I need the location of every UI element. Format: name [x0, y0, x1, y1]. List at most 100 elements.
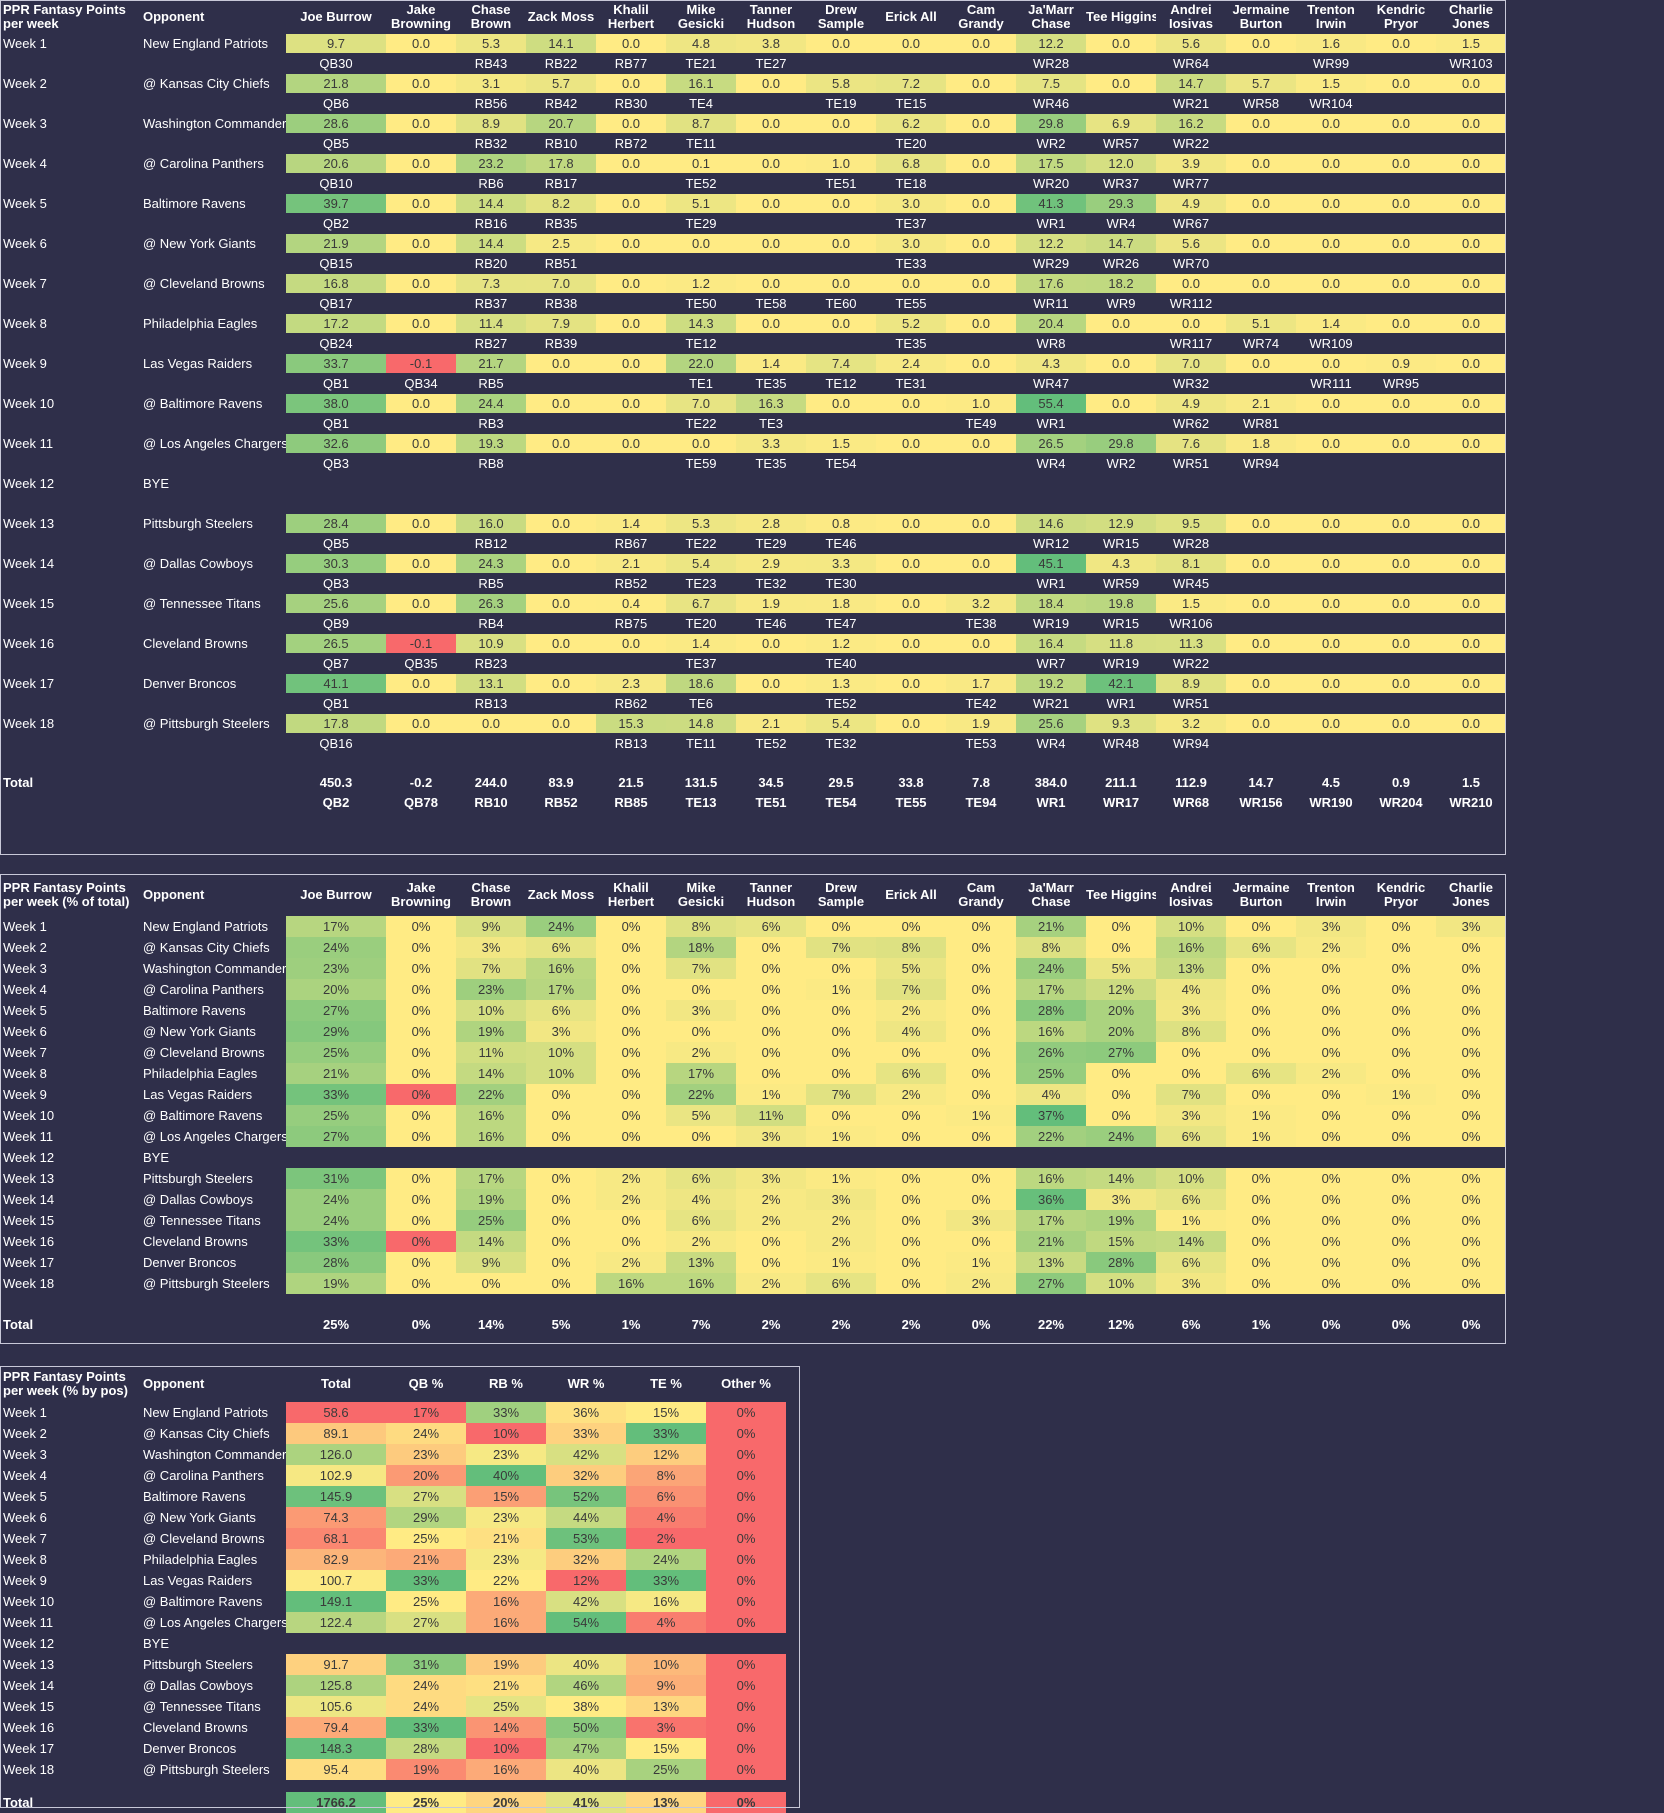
rank-cell — [596, 373, 666, 394]
percent-cell: 0% — [806, 1042, 876, 1063]
rank-cell: WR104 — [1309, 96, 1353, 111]
week-row: Week 6 @ New York Giants 29% 0% 19% 3% 0% 0% 0% 0… — [0, 1021, 1506, 1042]
percent-cell: 0% — [1436, 1126, 1506, 1147]
percent-cell: 20% — [286, 979, 386, 1000]
points-cell: 26.5 — [1016, 434, 1086, 453]
column-header: Jake Browning — [391, 2, 451, 31]
percent-cell: 5% — [1086, 958, 1156, 979]
percent-cell: 17% — [286, 916, 386, 937]
percent-cell: 0% — [1226, 1042, 1296, 1063]
week-label: Week 16 — [3, 1234, 55, 1249]
points-cell: 0.0 — [1436, 634, 1506, 653]
te-percent-cell: 16% — [626, 1591, 706, 1612]
rank-cell: TE11 — [685, 736, 717, 751]
total-rank-cell: WR204 — [1379, 795, 1423, 810]
spacer — [0, 533, 140, 554]
points-cell: 0.0 — [1366, 154, 1436, 173]
rank-cell: RB39 — [544, 336, 578, 351]
rank-cell — [736, 493, 806, 514]
percent-cell: 19% — [456, 1021, 526, 1042]
percent-cell: 11% — [456, 1042, 526, 1063]
total-rank-cell: TE94 — [965, 795, 997, 810]
week-label: Week 1 — [3, 1405, 47, 1420]
percent-cell: 24% — [1016, 958, 1086, 979]
rank-cell — [736, 253, 806, 274]
points-cell: 0.0 — [1366, 634, 1436, 653]
opponent-name: Pittsburgh Steelers — [143, 1657, 253, 1672]
opponent-name: @ Carolina Panthers — [143, 156, 264, 171]
spacer — [140, 333, 286, 354]
opponent-name: @ Carolina Panthers — [143, 1468, 264, 1483]
rank-cell — [386, 533, 456, 554]
points-cell: 0.0 — [1226, 514, 1296, 533]
rank-cell: WR45 — [1172, 576, 1210, 591]
other-percent-cell: 0% — [706, 1549, 786, 1570]
total-cell: 4.5 — [1321, 775, 1341, 790]
points-cell: 0.0 — [1226, 194, 1296, 213]
rank-cell: QB9 — [322, 616, 349, 631]
points-per-week-table: PPR Fantasy Points per week Opponent Joe Bu… — [0, 0, 1506, 812]
week-label: Week 6 — [3, 236, 47, 251]
percent-cell: 0% — [876, 1210, 946, 1231]
rank-cell: WR77 — [1172, 176, 1210, 191]
opponent-name: @ Tennessee Titans — [143, 1213, 261, 1228]
points-cell: 0.0 — [1086, 354, 1156, 373]
title-line-2: per week — [3, 16, 59, 31]
percent-cell: 0% — [1226, 1000, 1296, 1021]
rank-cell — [1436, 173, 1506, 194]
total-cell: 5% — [551, 1317, 571, 1332]
points-cell: 0.0 — [666, 434, 736, 453]
rank-cell — [946, 493, 1016, 514]
rank-cell — [946, 53, 1016, 74]
week-label: Week 18 — [3, 1762, 55, 1777]
rank-cell — [596, 653, 666, 674]
opponent-name: @ Tennessee Titans — [143, 1699, 261, 1714]
percent-cell: 0% — [806, 916, 876, 937]
rank-cell: WR22 — [1172, 136, 1210, 151]
rank-cell — [946, 173, 1016, 194]
points-cell: 2.5 — [526, 234, 596, 253]
points-cell: 3.9 — [1156, 154, 1226, 173]
empty-cell — [666, 474, 736, 493]
rank-cell: QB1 — [322, 376, 349, 391]
points-cell: 5.6 — [1156, 34, 1226, 53]
percent-cell: 0% — [1296, 1021, 1366, 1042]
empty-cell — [286, 1147, 386, 1168]
rank-cell: RB75 — [614, 616, 648, 631]
rank-cell — [1296, 693, 1366, 714]
points-cell: 5.6 — [1156, 234, 1226, 253]
column-header: Khalil Herbert — [607, 880, 655, 909]
points-cell: 3.2 — [946, 594, 1016, 613]
week-row: Week 10 @ Baltimore Ravens 38.0 0.0 24.4 0.0 0… — [0, 394, 1506, 413]
total-cell: 13% — [626, 1792, 706, 1813]
percent-cell: 0% — [1296, 1084, 1366, 1105]
spacer — [140, 293, 286, 314]
points-cell: 0.0 — [806, 234, 876, 253]
percent-cell: 0% — [946, 1126, 1016, 1147]
rank-cell: RB13 — [614, 736, 648, 751]
spacer — [546, 1780, 626, 1792]
percent-cell: 29% — [286, 1021, 386, 1042]
week-label: Week 17 — [3, 676, 55, 691]
points-cell: 0.0 — [876, 514, 946, 533]
percent-cell: 0% — [806, 1105, 876, 1126]
percent-cell: 1% — [1226, 1126, 1296, 1147]
rank-cell — [1436, 333, 1506, 354]
empty-cell — [456, 474, 526, 493]
rank-cell: TE49 — [965, 416, 997, 431]
week-row: Week 13 Pittsburgh Steelers 31% 0% 17% 0% 2% 6%… — [0, 1168, 1506, 1189]
week-label: Week 8 — [3, 1066, 47, 1081]
points-cell: 17.6 — [1016, 274, 1086, 293]
spacer — [140, 1792, 286, 1813]
percent-cell: 0% — [1366, 1063, 1436, 1084]
points-cell: 25.6 — [1016, 714, 1086, 733]
rank-cell: RB72 — [614, 136, 648, 151]
total-cell: 89.1 — [286, 1423, 386, 1444]
points-cell: 0.0 — [526, 354, 596, 373]
percent-cell: 6% — [1156, 1189, 1226, 1210]
column-header: Tanner Hudson — [746, 880, 796, 909]
empty-cell — [736, 1147, 806, 1168]
percent-cell: 12% — [1086, 979, 1156, 1000]
rank-cell — [1226, 613, 1296, 634]
points-cell: 0.0 — [1296, 354, 1366, 373]
